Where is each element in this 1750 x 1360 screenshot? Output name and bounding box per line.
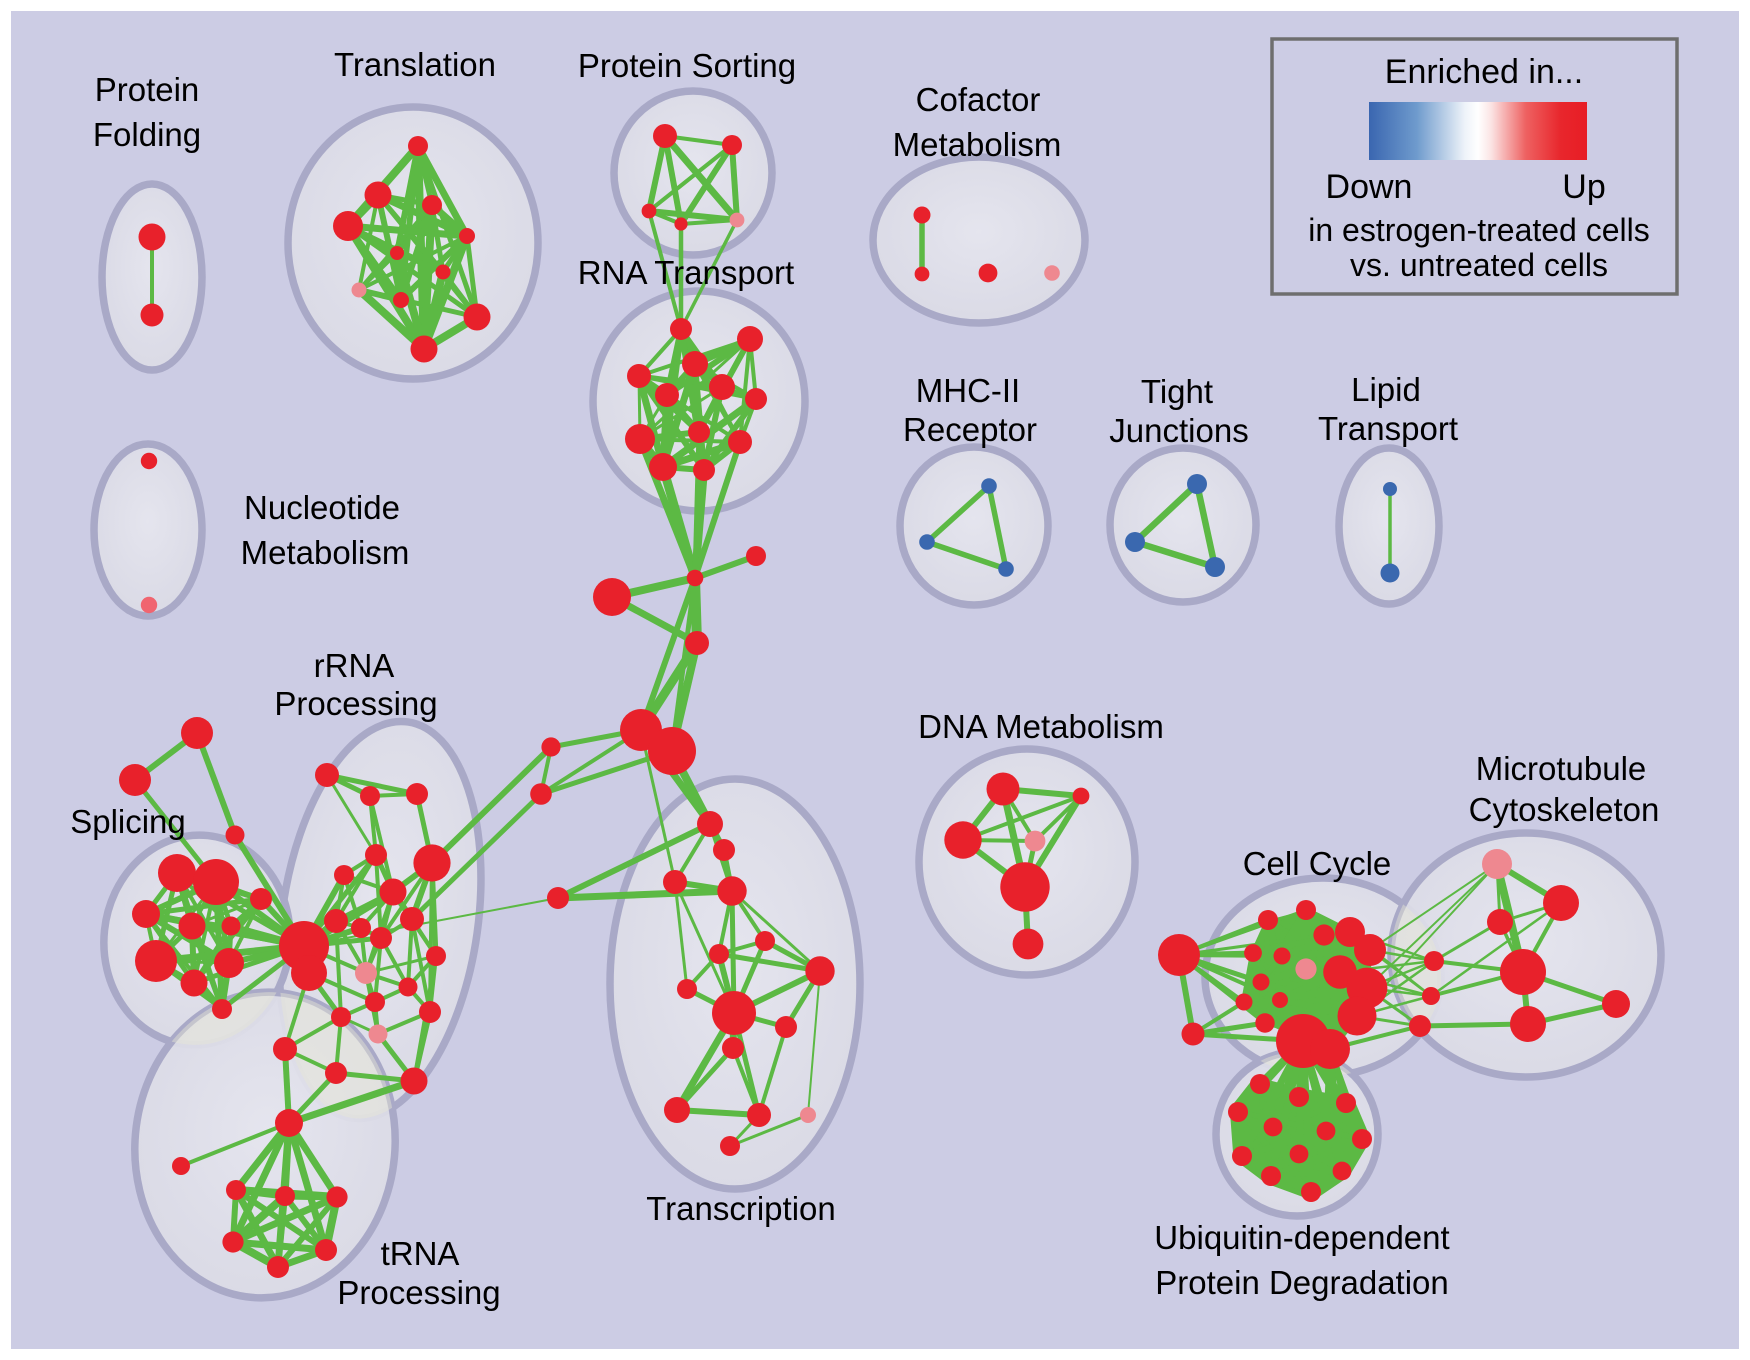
- svg-text:Enriched in...: Enriched in...: [1385, 53, 1583, 91]
- svg-text:Transcription: Transcription: [646, 1190, 836, 1227]
- svg-text:DNA Metabolism: DNA Metabolism: [918, 708, 1164, 745]
- svg-text:Splicing: Splicing: [70, 803, 186, 840]
- svg-text:RNA Transport: RNA Transport: [578, 254, 794, 291]
- svg-text:Protein Degradation: Protein Degradation: [1155, 1264, 1449, 1301]
- svg-text:Microtubule: Microtubule: [1476, 750, 1647, 787]
- svg-text:Cell Cycle: Cell Cycle: [1243, 845, 1392, 882]
- svg-text:Metabolism: Metabolism: [241, 534, 410, 571]
- svg-text:MHC-II: MHC-II: [916, 372, 1020, 409]
- svg-text:rRNA: rRNA: [314, 647, 395, 684]
- svg-text:Ubiquitin-dependent: Ubiquitin-dependent: [1154, 1219, 1449, 1256]
- svg-text:Up: Up: [1562, 168, 1605, 206]
- svg-text:Transport: Transport: [1318, 410, 1458, 447]
- svg-text:Down: Down: [1326, 168, 1413, 206]
- svg-text:Processing: Processing: [274, 685, 437, 722]
- svg-text:Metabolism: Metabolism: [893, 126, 1062, 163]
- svg-text:Receptor: Receptor: [903, 411, 1037, 448]
- svg-text:Protein Sorting: Protein Sorting: [578, 47, 796, 84]
- svg-text:Processing: Processing: [337, 1274, 500, 1311]
- svg-text:Cofactor: Cofactor: [916, 81, 1041, 118]
- svg-text:Junctions: Junctions: [1109, 412, 1248, 449]
- svg-text:Lipid: Lipid: [1351, 371, 1421, 408]
- svg-text:Protein: Protein: [95, 71, 200, 108]
- svg-text:Tight: Tight: [1141, 373, 1213, 410]
- svg-text:vs. untreated cells: vs. untreated cells: [1350, 247, 1608, 283]
- svg-text:Nucleotide: Nucleotide: [244, 489, 400, 526]
- svg-text:in estrogen-treated cells: in estrogen-treated cells: [1308, 212, 1650, 248]
- svg-text:tRNA: tRNA: [381, 1235, 460, 1272]
- svg-text:Translation: Translation: [334, 46, 496, 83]
- svg-text:Folding: Folding: [93, 116, 201, 153]
- svg-text:Cytoskeleton: Cytoskeleton: [1469, 791, 1660, 828]
